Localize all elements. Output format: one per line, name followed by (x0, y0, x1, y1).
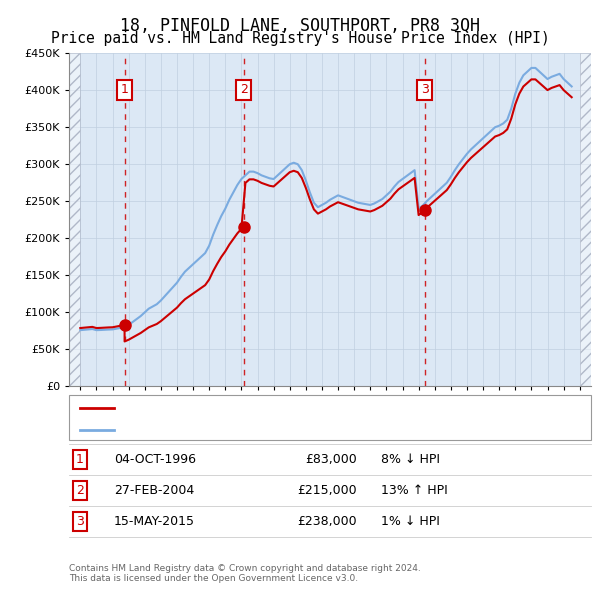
Text: £83,000: £83,000 (305, 453, 357, 466)
Text: 8% ↓ HPI: 8% ↓ HPI (381, 453, 440, 466)
Text: HPI: Average price, detached house, Sefton: HPI: Average price, detached house, Seft… (120, 424, 376, 437)
Text: 27-FEB-2004: 27-FEB-2004 (114, 484, 194, 497)
Text: 13% ↑ HPI: 13% ↑ HPI (381, 484, 448, 497)
Text: Contains HM Land Registry data © Crown copyright and database right 2024.
This d: Contains HM Land Registry data © Crown c… (69, 563, 421, 583)
Text: 04-OCT-1996: 04-OCT-1996 (114, 453, 196, 466)
Text: 2: 2 (240, 83, 248, 96)
Text: 3: 3 (76, 515, 84, 529)
Text: 18, PINFOLD LANE, SOUTHPORT, PR8 3QH: 18, PINFOLD LANE, SOUTHPORT, PR8 3QH (120, 17, 480, 35)
Text: 3: 3 (421, 83, 428, 96)
Text: 1: 1 (121, 83, 128, 96)
Text: 1: 1 (76, 453, 84, 466)
Text: 2: 2 (76, 484, 84, 497)
Text: £238,000: £238,000 (298, 515, 357, 529)
Text: 1% ↓ HPI: 1% ↓ HPI (381, 515, 440, 529)
Text: 18, PINFOLD LANE, SOUTHPORT, PR8 3QH (detached house): 18, PINFOLD LANE, SOUTHPORT, PR8 3QH (de… (120, 402, 474, 415)
Text: 15-MAY-2015: 15-MAY-2015 (114, 515, 195, 529)
Text: £215,000: £215,000 (298, 484, 357, 497)
Text: Price paid vs. HM Land Registry's House Price Index (HPI): Price paid vs. HM Land Registry's House … (50, 31, 550, 45)
